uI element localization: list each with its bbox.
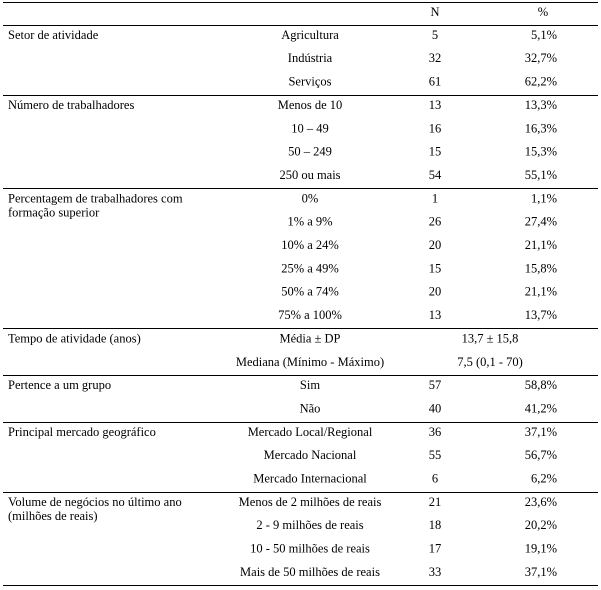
percent: 16,3% xyxy=(525,121,557,135)
section-label: Percentagem de trabalhadores com xyxy=(8,191,183,205)
category: Indústria xyxy=(288,51,333,65)
percent: 56,7% xyxy=(525,448,557,462)
section-label: Pertence a um grupo xyxy=(8,378,111,392)
percent: 1,1% xyxy=(531,191,557,205)
count: 17 xyxy=(429,542,442,556)
count: 5 xyxy=(432,28,438,42)
count: 1 xyxy=(432,191,438,205)
category: Mediana (Mínimo - Máximo) xyxy=(236,355,384,369)
count: 40 xyxy=(429,401,442,415)
percent: 41,2% xyxy=(525,401,557,415)
category: Mais de 50 milhões de reais xyxy=(240,565,380,579)
percent: 37,1% xyxy=(525,565,557,579)
category: 1% a 9% xyxy=(287,215,332,229)
category: 2 - 9 milhões de reais xyxy=(256,518,363,532)
percent: 13,7% xyxy=(525,308,557,322)
section-label: Tempo de atividade (anos) xyxy=(8,331,141,345)
count: 55 xyxy=(429,448,442,462)
category: Agricultura xyxy=(281,28,339,42)
value: 7,5 (0,1 - 70) xyxy=(457,355,523,369)
percent: 37,1% xyxy=(525,425,557,439)
count: 54 xyxy=(429,168,442,182)
percent: 15,8% xyxy=(525,261,557,275)
count: 36 xyxy=(429,425,442,439)
section-label: Volume de negócios no último ano xyxy=(8,495,182,509)
percent: 58,8% xyxy=(525,378,557,392)
percent: 13,3% xyxy=(525,98,557,112)
percent: 6,2% xyxy=(531,472,557,486)
count: 32 xyxy=(429,51,442,65)
category: 0% xyxy=(302,191,319,205)
category: 250 ou mais xyxy=(279,168,340,182)
section-label: (milhões de reais) xyxy=(8,509,98,523)
category: Serviços xyxy=(288,75,331,89)
section-label: Número de trabalhadores xyxy=(8,98,134,112)
count: 21 xyxy=(429,495,442,509)
category: 75% a 100% xyxy=(278,308,342,322)
category: Mercado Nacional xyxy=(264,448,357,462)
category: 50% a 74% xyxy=(281,285,339,299)
category: Mercado Local/Regional xyxy=(248,425,373,439)
category: Mercado Internacional xyxy=(253,472,367,486)
header-n: N xyxy=(430,5,439,19)
percent: 5,1% xyxy=(531,28,557,42)
category: Média ± DP xyxy=(279,331,340,345)
count: 26 xyxy=(429,215,442,229)
percent: 23,6% xyxy=(525,495,557,509)
percent: 32,7% xyxy=(525,51,557,65)
section-label: Setor de atividade xyxy=(8,28,99,42)
count: 6 xyxy=(432,472,438,486)
category: 10 - 50 milhões de reais xyxy=(250,542,370,556)
percent: 27,4% xyxy=(525,215,557,229)
category: 10% a 24% xyxy=(281,238,339,252)
percent: 21,1% xyxy=(525,238,557,252)
percent: 55,1% xyxy=(525,168,557,182)
count: 57 xyxy=(429,378,442,392)
category: 25% a 49% xyxy=(281,261,339,275)
category: 10 – 49 xyxy=(291,121,329,135)
count: 13 xyxy=(429,308,442,322)
category: Menos de 2 milhões de reais xyxy=(239,495,382,509)
category: Menos de 10 xyxy=(278,98,343,112)
count: 33 xyxy=(429,565,442,579)
count: 20 xyxy=(429,285,442,299)
value: 13,7 ± 15,8 xyxy=(462,331,519,345)
count: 20 xyxy=(429,238,442,252)
count: 61 xyxy=(429,75,442,89)
count: 16 xyxy=(429,121,442,135)
count: 13 xyxy=(429,98,442,112)
percent: 19,1% xyxy=(525,542,557,556)
section-label: formação superior xyxy=(8,205,100,219)
section-label: Principal mercado geográfico xyxy=(8,425,156,439)
percent: 20,2% xyxy=(525,518,557,532)
category: 50 – 249 xyxy=(288,145,332,159)
percent: 15,3% xyxy=(525,145,557,159)
category: Não xyxy=(300,401,321,415)
header-pct: % xyxy=(538,5,548,19)
count: 15 xyxy=(429,261,442,275)
count: 15 xyxy=(429,145,442,159)
count: 18 xyxy=(429,518,442,532)
percent: 21,1% xyxy=(525,285,557,299)
category: Sim xyxy=(300,378,320,392)
percent: 62,2% xyxy=(525,75,557,89)
